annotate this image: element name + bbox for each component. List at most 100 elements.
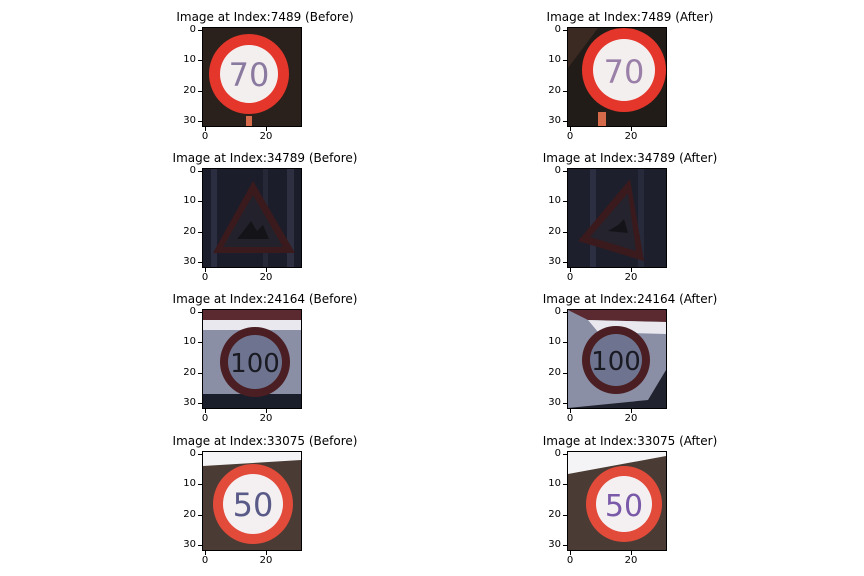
- y-tick-mark: [563, 484, 567, 485]
- y-tick-label: 10: [178, 337, 196, 347]
- x-tick-label: 0: [195, 273, 215, 283]
- panel-7489-before: Image at Index:7489 (Before) 70 0 10 20 30 0…: [155, 10, 375, 150]
- x-tick-label: 20: [256, 132, 276, 142]
- x-tick-label: 0: [195, 414, 215, 424]
- y-tick-mark: [198, 454, 202, 455]
- x-tick-label: 20: [621, 414, 641, 424]
- x-tick-label: 20: [256, 273, 276, 283]
- y-tick-mark: [198, 201, 202, 202]
- x-tick-label: 20: [621, 273, 641, 283]
- y-tick-label: 10: [178, 196, 196, 206]
- warning-triangle-image: [203, 169, 301, 267]
- y-tick-mark: [198, 342, 202, 343]
- y-tick-label: 20: [543, 227, 561, 237]
- x-tick-label: 20: [621, 132, 641, 142]
- sign-text: 100: [591, 347, 641, 377]
- panel-title: Image at Index:7489 (After): [520, 10, 740, 24]
- panel-24164-before: Image at Index:24164 (Before) 100 0 10 20 3…: [155, 292, 375, 432]
- y-tick-label: 10: [178, 55, 196, 65]
- y-tick-label: 0: [178, 25, 196, 35]
- x-tick-label: 0: [560, 414, 580, 424]
- y-tick-mark: [198, 373, 202, 374]
- panel-title: Image at Index:7489 (Before): [155, 10, 375, 24]
- speed-limit-100-image: 100: [203, 310, 301, 408]
- y-tick-mark: [563, 232, 567, 233]
- y-tick-label: 20: [178, 227, 196, 237]
- image-axes: [567, 168, 667, 268]
- panel-33075-before: Image at Index:33075 (Before) 50 0 10 20 30…: [155, 434, 375, 574]
- y-tick-mark: [198, 403, 202, 404]
- y-tick-label: 30: [543, 398, 561, 408]
- panel-33075-after: Image at Index:33075 (After) 50 0 10 20 30 0…: [520, 434, 740, 574]
- y-tick-mark: [563, 171, 567, 172]
- speed-limit-100-image: 100: [568, 310, 666, 408]
- y-tick-mark: [563, 373, 567, 374]
- x-tick-label: 0: [195, 132, 215, 142]
- y-tick-mark: [563, 262, 567, 263]
- y-tick-mark: [563, 91, 567, 92]
- y-tick-label: 0: [178, 449, 196, 459]
- y-tick-mark: [563, 60, 567, 61]
- image-axes: 50: [202, 451, 302, 551]
- y-tick-mark: [198, 262, 202, 263]
- y-tick-label: 10: [543, 337, 561, 347]
- y-tick-label: 20: [543, 368, 561, 378]
- x-tick-label: 0: [195, 556, 215, 566]
- image-axes: 50: [567, 451, 667, 551]
- y-tick-label: 30: [543, 540, 561, 550]
- y-tick-label: 10: [543, 196, 561, 206]
- y-tick-label: 30: [178, 540, 196, 550]
- panel-title: Image at Index:34789 (After): [520, 151, 740, 165]
- speed-limit-50-image: 50: [568, 452, 666, 550]
- y-tick-mark: [198, 312, 202, 313]
- panel-34789-before: Image at Index:34789 (Before) 0 10 20 30 0 20: [155, 151, 375, 291]
- sign-text: 100: [230, 349, 280, 379]
- panel-title: Image at Index:33075 (Before): [155, 434, 375, 448]
- sign-text: 50: [233, 486, 274, 524]
- panel-title: Image at Index:24164 (After): [520, 292, 740, 306]
- y-tick-mark: [563, 30, 567, 31]
- y-tick-mark: [198, 515, 202, 516]
- image-axes: 70: [567, 27, 667, 127]
- speed-limit-70-image: 70: [203, 28, 301, 126]
- y-tick-label: 30: [543, 116, 561, 126]
- x-tick-label: 20: [621, 556, 641, 566]
- y-tick-mark: [198, 91, 202, 92]
- x-tick-label: 0: [560, 556, 580, 566]
- image-axes: 100: [202, 309, 302, 409]
- y-tick-mark: [563, 342, 567, 343]
- y-tick-mark: [198, 232, 202, 233]
- sign-text: 70: [229, 56, 270, 94]
- y-tick-label: 10: [178, 479, 196, 489]
- sign-text: 50: [605, 489, 643, 524]
- y-tick-label: 30: [178, 398, 196, 408]
- y-tick-mark: [563, 121, 567, 122]
- y-tick-label: 0: [178, 307, 196, 317]
- y-tick-mark: [563, 454, 567, 455]
- warning-triangle-image: [568, 169, 666, 267]
- y-tick-label: 10: [543, 55, 561, 65]
- panel-title: Image at Index:34789 (Before): [155, 151, 375, 165]
- y-tick-mark: [563, 403, 567, 404]
- y-tick-label: 30: [178, 257, 196, 267]
- speed-limit-70-image: 70: [568, 28, 666, 126]
- speed-limit-50-image: 50: [203, 452, 301, 550]
- y-tick-label: 10: [543, 479, 561, 489]
- y-tick-mark: [198, 171, 202, 172]
- panel-24164-after: Image at Index:24164 (After) 100 0 10 20 30…: [520, 292, 740, 432]
- y-tick-label: 20: [178, 368, 196, 378]
- y-tick-label: 0: [178, 166, 196, 176]
- image-axes: 100: [567, 309, 667, 409]
- y-tick-label: 30: [178, 116, 196, 126]
- y-tick-label: 20: [543, 86, 561, 96]
- x-tick-label: 20: [256, 414, 276, 424]
- y-tick-label: 0: [543, 166, 561, 176]
- y-tick-label: 20: [178, 86, 196, 96]
- sign-text: 70: [604, 53, 645, 91]
- y-tick-label: 0: [543, 307, 561, 317]
- y-tick-mark: [563, 312, 567, 313]
- y-tick-mark: [198, 60, 202, 61]
- panel-7489-after: Image at Index:7489 (After) 70 0 10 20 30 0 2…: [520, 10, 740, 150]
- y-tick-mark: [198, 30, 202, 31]
- y-tick-mark: [563, 515, 567, 516]
